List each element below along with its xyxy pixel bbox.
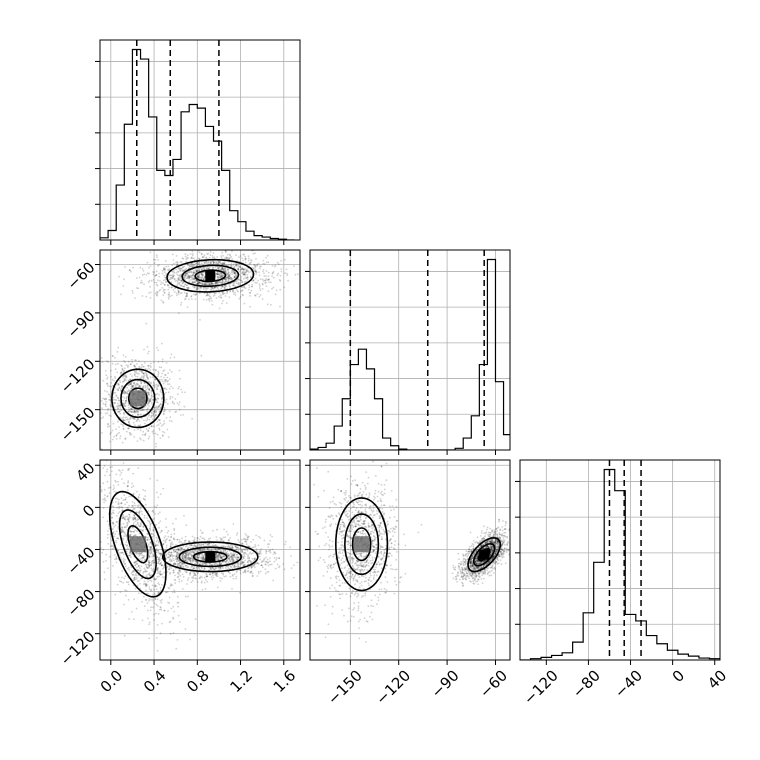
pair-panel-0-1: −150 −120 −90 −60 <box>57 249 301 455</box>
panel-frame <box>99 249 301 451</box>
scatter-points <box>100 250 299 450</box>
y-tick-label: −120 <box>57 355 99 397</box>
contour-level-2 <box>127 387 148 410</box>
density-peak <box>353 536 370 553</box>
histogram-panel-0 <box>95 39 301 245</box>
y-tick-label: −60 <box>63 258 98 293</box>
x-tick-label: 40 <box>704 666 730 692</box>
x-tick-label: −120 <box>520 666 562 708</box>
contour-level-0 <box>166 258 255 293</box>
contour-level-0 <box>335 497 389 592</box>
contour-level-1 <box>181 264 240 288</box>
y-tick-label: −80 <box>63 585 98 620</box>
contour-level-0 <box>467 537 502 573</box>
contour-level-2 <box>192 550 228 563</box>
contour-level-1 <box>344 513 380 576</box>
scatter-points <box>100 460 300 652</box>
contour-level-2 <box>194 269 227 283</box>
x-tick-label: −150 <box>324 666 366 708</box>
x-tick-label: −60 <box>476 666 511 701</box>
histogram-steps <box>520 468 720 660</box>
x-tick-label: 0.8 <box>183 666 213 696</box>
x-tick-label: −120 <box>372 666 414 708</box>
histogram-panel-1 <box>305 249 511 455</box>
panel-frame <box>99 459 301 661</box>
density-peak <box>205 270 216 281</box>
y-tick-label: 0 <box>79 501 98 520</box>
x-tick-label: 1.2 <box>226 666 256 696</box>
histogram-steps <box>310 258 510 450</box>
x-tick-label: 0.4 <box>140 666 170 696</box>
histogram-panel-2: −120 −80 −40 0 40 <box>515 459 730 708</box>
panel-frame <box>519 459 721 661</box>
density-peak <box>479 549 490 560</box>
contour-level-2 <box>351 527 372 562</box>
x-tick-label: −80 <box>569 666 604 701</box>
y-tick-label: −90 <box>63 307 98 342</box>
panel-frame <box>99 39 301 241</box>
density-peak <box>129 390 146 407</box>
y-tick-label: 40 <box>72 459 98 485</box>
x-tick-label: −90 <box>428 666 463 701</box>
x-tick-label: 1.6 <box>270 666 300 696</box>
y-tick-label: −40 <box>63 543 98 578</box>
pair-panel-0-2: 0.0 0.4 0.8 1.2 1.6 −120 −80 −40 0 40 <box>57 459 301 696</box>
x-tick-label: 0.0 <box>97 666 127 696</box>
y-tick-label: −150 <box>57 403 99 445</box>
scatter-points <box>313 460 510 643</box>
pair-panel-1-2: −150 −120 −90 −60 <box>305 459 511 708</box>
panel-frame <box>309 249 511 451</box>
contour-level-1 <box>118 509 157 580</box>
y-tick-label: −120 <box>57 627 99 669</box>
contour-level-0 <box>108 490 167 598</box>
x-tick-label: −40 <box>611 666 646 701</box>
contour-level-1 <box>120 378 156 419</box>
panel-frame <box>309 459 511 661</box>
density-peak <box>205 551 216 562</box>
contour-level-0 <box>111 368 165 429</box>
histogram-steps <box>100 48 295 240</box>
density-peak <box>129 536 146 553</box>
contour-level-1 <box>178 546 242 568</box>
contour-level-0 <box>161 541 259 573</box>
x-tick-label: 0 <box>669 666 688 685</box>
